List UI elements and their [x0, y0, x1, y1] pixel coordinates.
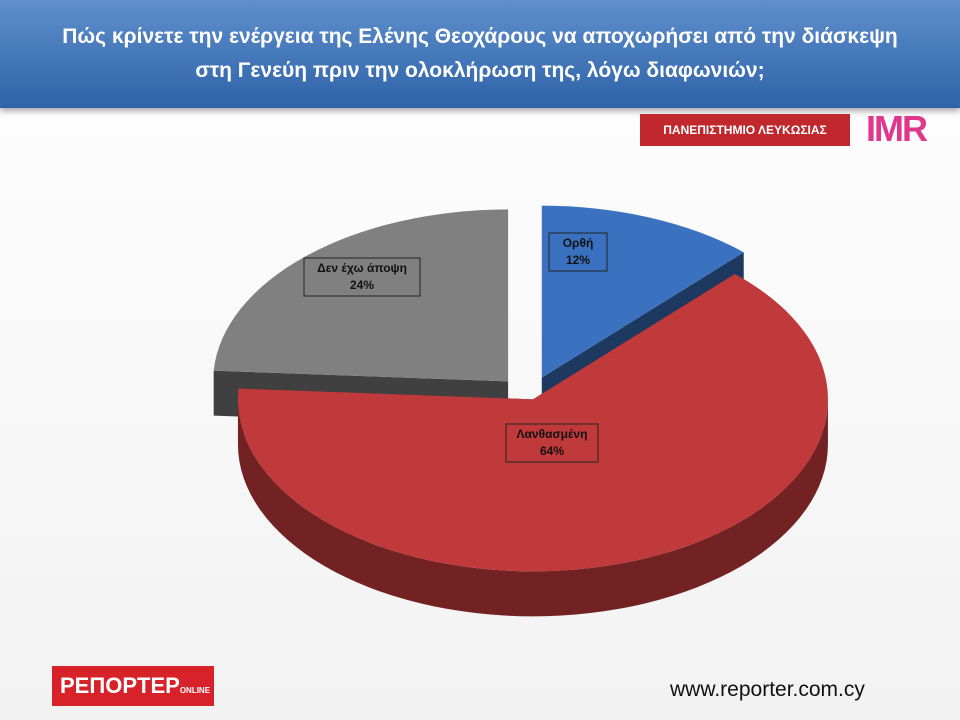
label-box [505, 423, 599, 463]
value-label: 24% [350, 278, 374, 292]
label-box [548, 232, 608, 272]
label-box [303, 257, 421, 297]
chart-title: Πώς κρίνετε την ενέργεια της Ελένης Θεοχ… [0, 0, 960, 108]
slice-label: Ορθή [563, 236, 594, 250]
slice [237, 273, 828, 572]
online-text: ONLINE [179, 686, 211, 695]
value-label: 12% [566, 253, 590, 267]
slice-side [237, 399, 828, 617]
website: www.reporter.com.cy [670, 678, 865, 701]
imr-logo: IMR [866, 108, 928, 149]
value-label: 64% [540, 444, 564, 458]
slice [213, 209, 509, 382]
slice-label: Λανθασμένη [517, 427, 588, 441]
slice [541, 205, 744, 378]
university-badge: ΠΑΝΕΠΙΣΤΗΜΙΟ ΛΕΥΚΩΣΙΑΣ [640, 114, 850, 146]
reporter-text: ΡΕΠΟΡΤΕΡ [60, 673, 180, 698]
reporter-logo: ΡΕΠΟΡΤΕΡONLINE [52, 666, 214, 706]
slice-label: Δεν έχω άποψη [317, 261, 407, 275]
